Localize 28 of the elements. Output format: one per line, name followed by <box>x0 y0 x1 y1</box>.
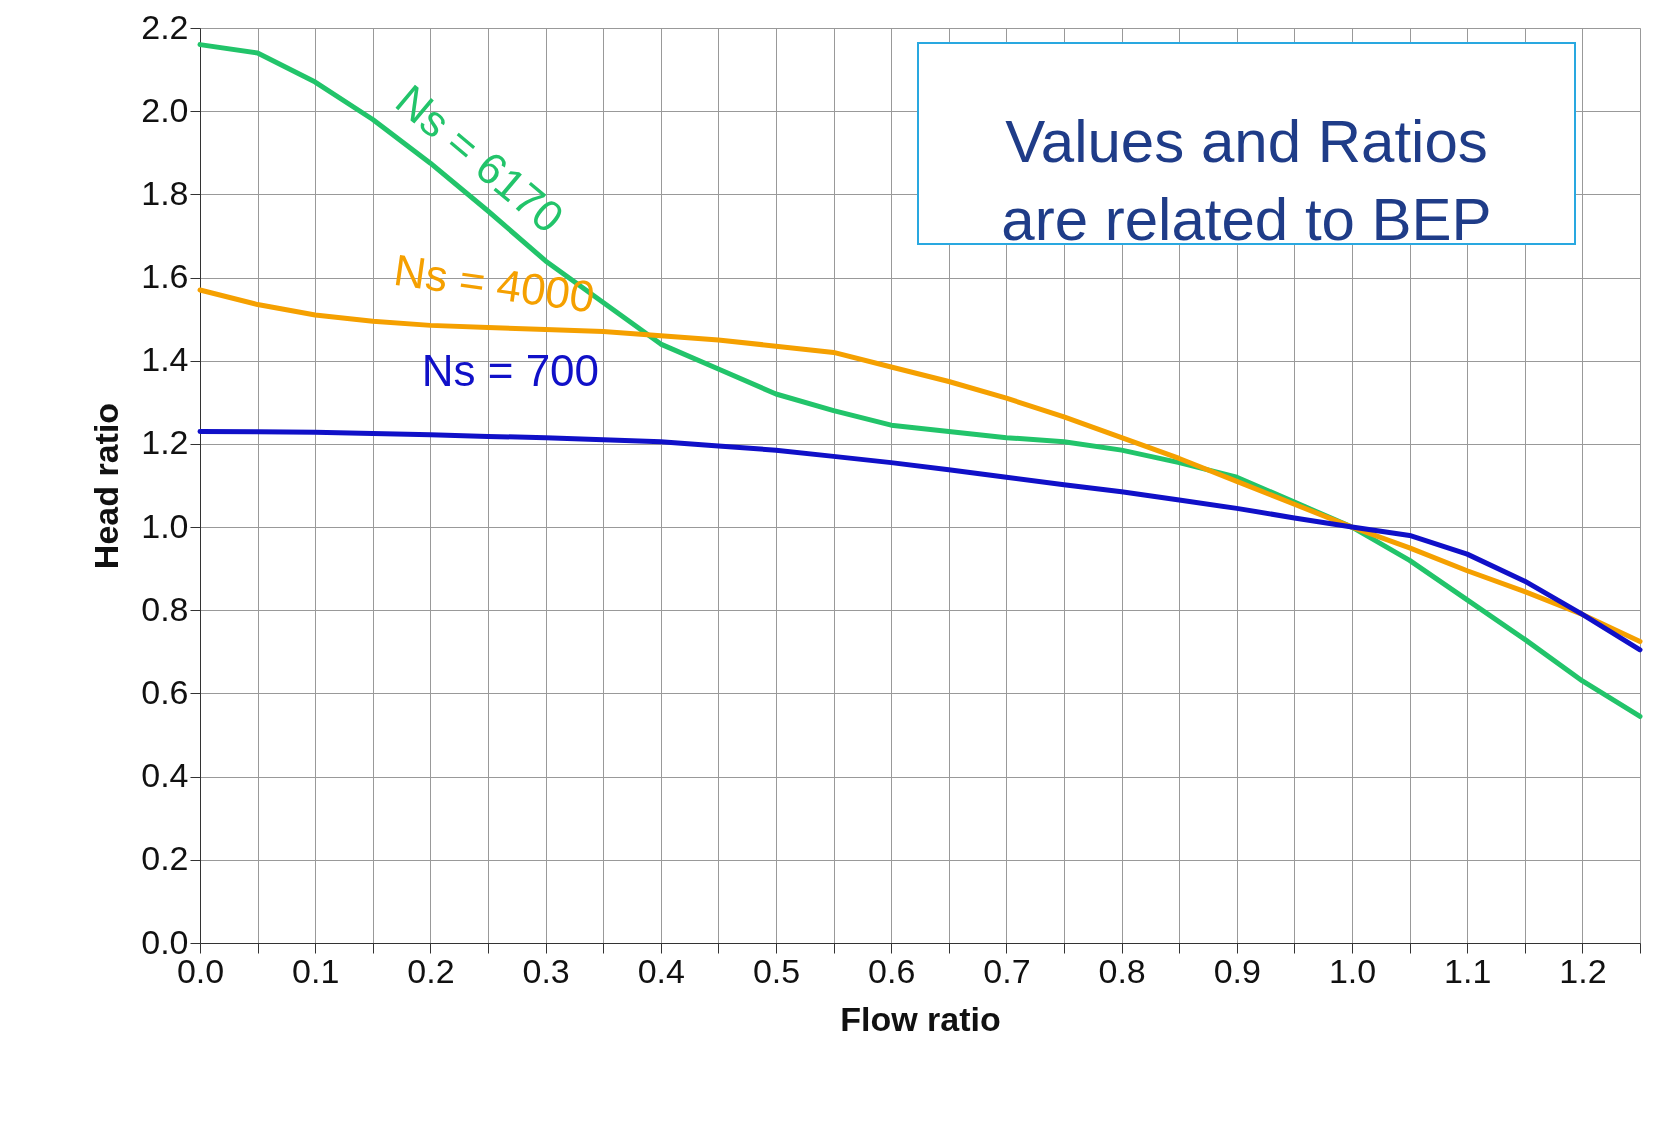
x-tick-label: 0.8 <box>1098 951 1146 990</box>
y-tick-label: 1.6 <box>141 257 189 296</box>
x-tick-label: 0.6 <box>868 951 916 990</box>
y-tick-label: 2.0 <box>141 90 189 129</box>
y-tick-label: 0.2 <box>141 839 189 878</box>
y-tick-label: 0.8 <box>141 589 189 628</box>
x-tick-label: 1.0 <box>1328 951 1377 990</box>
y-axis-title: Head ratio <box>87 402 126 570</box>
y-tick-label: 1.2 <box>141 423 189 462</box>
x-tick-label: 0.9 <box>1213 951 1261 990</box>
y-tick-label: 2.2 <box>141 7 189 46</box>
x-tick-label: 0.3 <box>522 951 570 990</box>
y-tick-label: 1.8 <box>141 173 189 212</box>
annotation: Values and Ratios are related to BEP <box>1001 107 1492 253</box>
x-tick-label: 0.4 <box>637 951 685 990</box>
y-tick-label: 0.6 <box>141 672 189 711</box>
x-tick-label: 0.5 <box>752 951 801 990</box>
series-label: Ns = 700 <box>421 345 600 395</box>
y-tick-label: 1.0 <box>141 506 189 545</box>
x-tick-label: 0.2 <box>407 951 455 990</box>
y-tick-label: 1.4 <box>141 340 189 379</box>
x-tick-label: 0.7 <box>983 951 1031 990</box>
x-tick-label: 1.1 <box>1444 951 1492 990</box>
x-tick-label: 0.1 <box>292 951 340 990</box>
x-tick-label: 1.2 <box>1559 951 1607 990</box>
text: Ns = 4000 <box>390 244 598 322</box>
y-tick-label: 0.4 <box>141 756 189 795</box>
x-axis-title: Flow ratio <box>840 999 1001 1038</box>
